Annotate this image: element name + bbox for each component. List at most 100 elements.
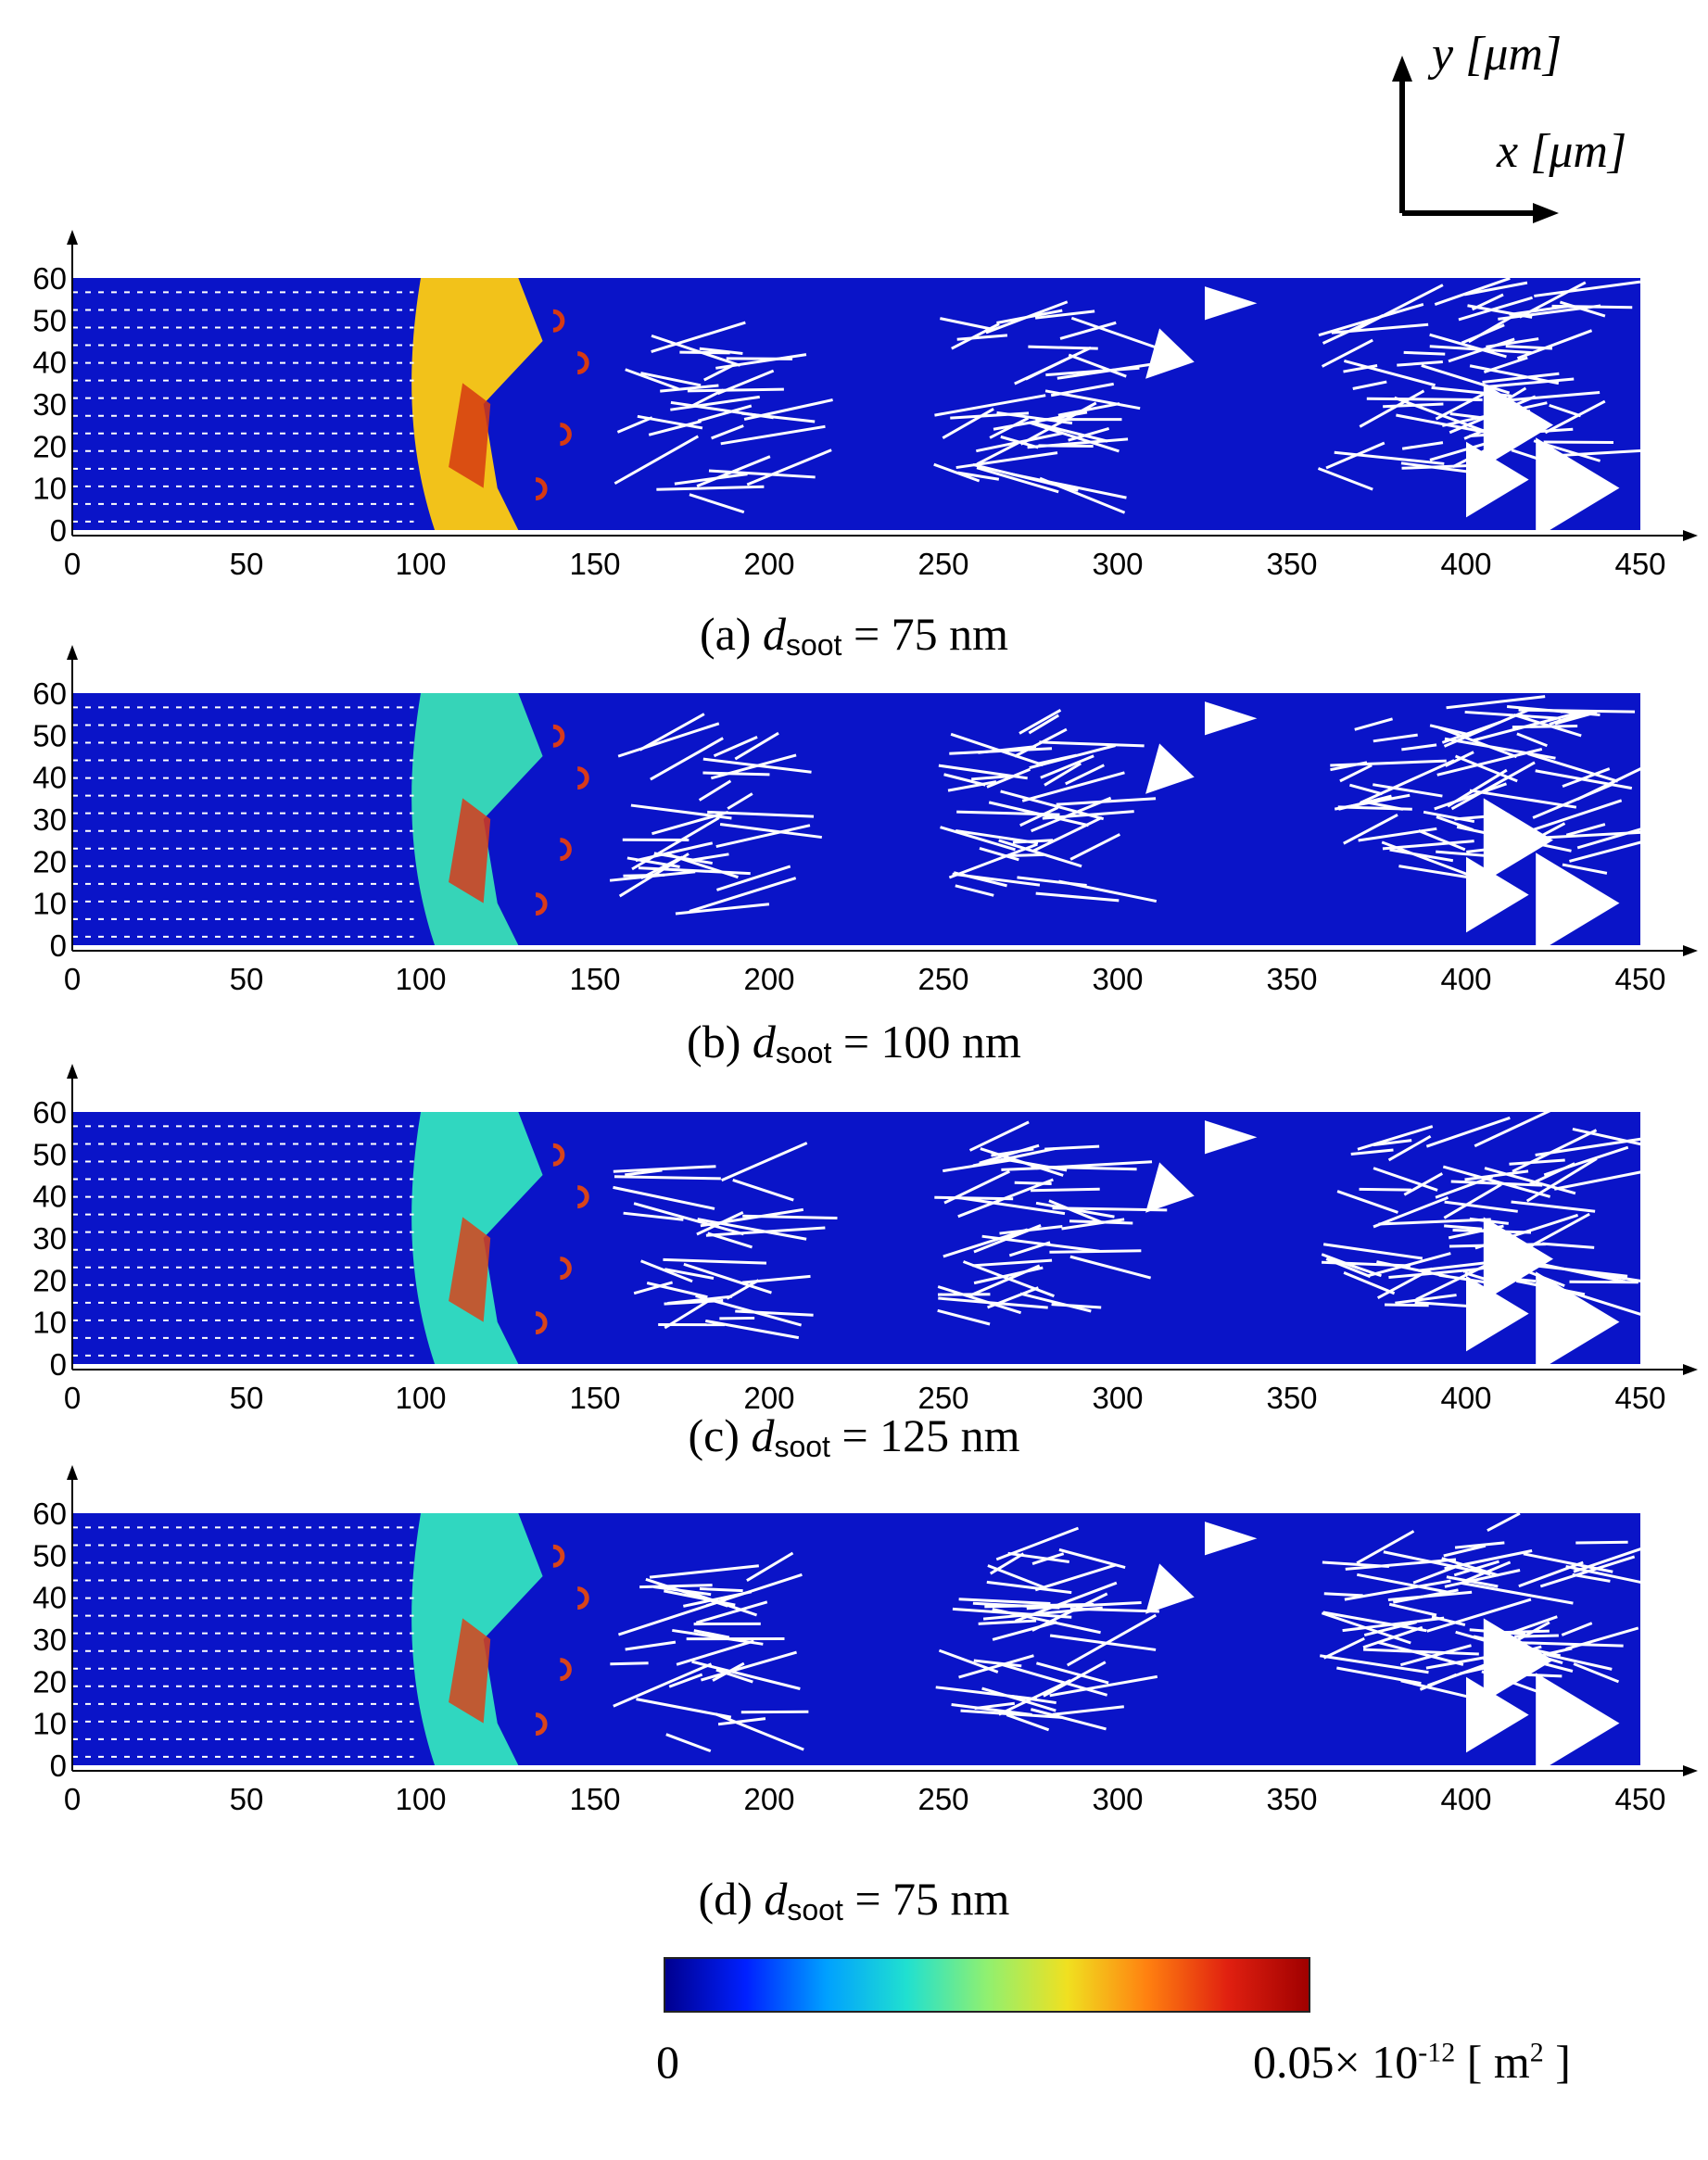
caption-var-d: d <box>764 1873 788 1925</box>
flow-vector <box>940 317 994 331</box>
vector-arrowhead <box>1205 1522 1258 1556</box>
colorbar <box>664 1957 1310 2013</box>
flow-vector <box>1357 1125 1434 1151</box>
flow-vector <box>1021 771 1125 802</box>
flow-vector <box>1031 1165 1137 1171</box>
flow-vector <box>1444 1569 1521 1588</box>
vector-arrowhead <box>1483 383 1553 467</box>
flow-vector <box>1330 759 1447 767</box>
flow-vector <box>1376 1267 1434 1300</box>
flow-vector <box>1438 726 1517 759</box>
y-tick-label: 0 <box>50 928 67 963</box>
flow-vector <box>1399 1644 1472 1667</box>
flow-vector <box>969 1264 1041 1297</box>
flow-vector <box>697 404 753 423</box>
flow-vector <box>703 363 734 382</box>
vector-arrowhead <box>1536 437 1620 539</box>
flow-vector <box>1015 1581 1118 1623</box>
y-tick-label: 10 <box>32 887 67 921</box>
flow-vector <box>630 803 732 820</box>
flow-vector <box>711 424 744 440</box>
flow-vector <box>1048 1199 1102 1224</box>
flow-vector <box>743 398 833 421</box>
y-axis-arrowhead <box>67 645 78 660</box>
y-tick-label: 40 <box>32 1180 67 1214</box>
caption-label-d: (d) <box>698 1873 753 1925</box>
flow-vector <box>683 1262 772 1295</box>
y-tick-label: 10 <box>32 1306 67 1340</box>
flow-vector <box>1323 1592 1363 1598</box>
flow-vector <box>1320 1654 1429 1674</box>
flow-vector <box>943 1169 1011 1205</box>
x-tick-label: 50 <box>230 1782 264 1816</box>
flow-vector <box>1028 714 1060 735</box>
flow-vector <box>665 1733 712 1753</box>
flow-vector <box>957 1196 1066 1216</box>
flow-vector <box>1543 1145 1629 1177</box>
heatmap-plot-c: 0 50 100 150 200 250 300 350 400 450 0 10 20 30 40 50 60 <box>32 1064 1698 1415</box>
flow-vector <box>623 1211 684 1221</box>
caption-sub-a: soot <box>785 628 842 662</box>
flow-vector <box>1454 1541 1505 1549</box>
flow-vector <box>1441 1557 1499 1577</box>
flow-vector <box>1527 752 1619 783</box>
flow-vector <box>656 485 765 491</box>
flow-vector <box>1373 1195 1449 1229</box>
x-tick-label: 150 <box>569 962 620 996</box>
flow-vector <box>1061 1218 1125 1231</box>
flow-vector <box>623 873 665 878</box>
flow-vector <box>1561 710 1596 714</box>
flow-vector <box>715 1668 753 1684</box>
flow-vector <box>948 842 1038 879</box>
vector-arrowhead <box>1145 1162 1195 1213</box>
caption-value-d: = 75 nm <box>842 1873 1010 1925</box>
flow-vector <box>639 713 705 752</box>
flow-vector <box>1532 782 1614 819</box>
flow-vector <box>1068 427 1110 442</box>
flow-vector <box>1443 1544 1487 1558</box>
flow-vector <box>1007 1551 1069 1564</box>
soot-arc <box>560 838 572 862</box>
flow-vector <box>1549 403 1582 418</box>
flow-vector <box>934 1195 1014 1201</box>
flow-vector <box>1388 1268 1476 1280</box>
colorbar-unit-power: 2 <box>1529 2037 1544 2068</box>
flow-vector <box>935 1686 1037 1701</box>
vector-arrowhead <box>1466 856 1529 933</box>
flow-vector <box>1418 1261 1486 1272</box>
flow-vector <box>999 1224 1063 1235</box>
flow-vector <box>633 1281 674 1295</box>
y-tick-label: 30 <box>32 1623 67 1657</box>
x-axis-key-label: x [μm] <box>1496 125 1626 178</box>
flow-vector <box>614 435 700 486</box>
x-arrow-head <box>1533 203 1559 223</box>
flow-vector <box>1515 1641 1624 1648</box>
flow-vector <box>1403 350 1446 356</box>
flow-vector <box>1388 1602 1437 1617</box>
flow-vector <box>1317 467 1373 491</box>
flow-vector <box>1509 1158 1565 1166</box>
flow-vector <box>1461 1581 1574 1605</box>
x-tick-label: 400 <box>1440 1782 1491 1816</box>
colorbar-unit: [ m <box>1466 2036 1530 2088</box>
flow-vector <box>957 1178 1054 1219</box>
vector-arrowhead <box>1145 1563 1195 1614</box>
flow-vector <box>1499 1629 1550 1635</box>
flow-vector <box>1469 364 1560 385</box>
flow-vector <box>1028 345 1098 350</box>
flow-vector <box>1322 1611 1427 1633</box>
flow-vector <box>1498 304 1601 321</box>
x-tick-label: 150 <box>569 547 620 581</box>
flow-vector <box>1017 876 1087 888</box>
x-tick-label: 150 <box>569 1782 620 1816</box>
flow-vector <box>1482 372 1560 384</box>
flow-vector <box>664 1589 736 1607</box>
y-tick-label: 10 <box>32 472 67 506</box>
x-axis-arrowhead <box>1683 945 1698 956</box>
caption-c: (c) dsoot = 125 nm <box>0 1408 1708 1464</box>
flow-vector <box>1343 359 1436 387</box>
flow-vector <box>635 841 714 863</box>
x-tick-label: 200 <box>743 1381 794 1415</box>
flow-vector <box>1334 793 1411 811</box>
flow-vector <box>1446 695 1546 710</box>
